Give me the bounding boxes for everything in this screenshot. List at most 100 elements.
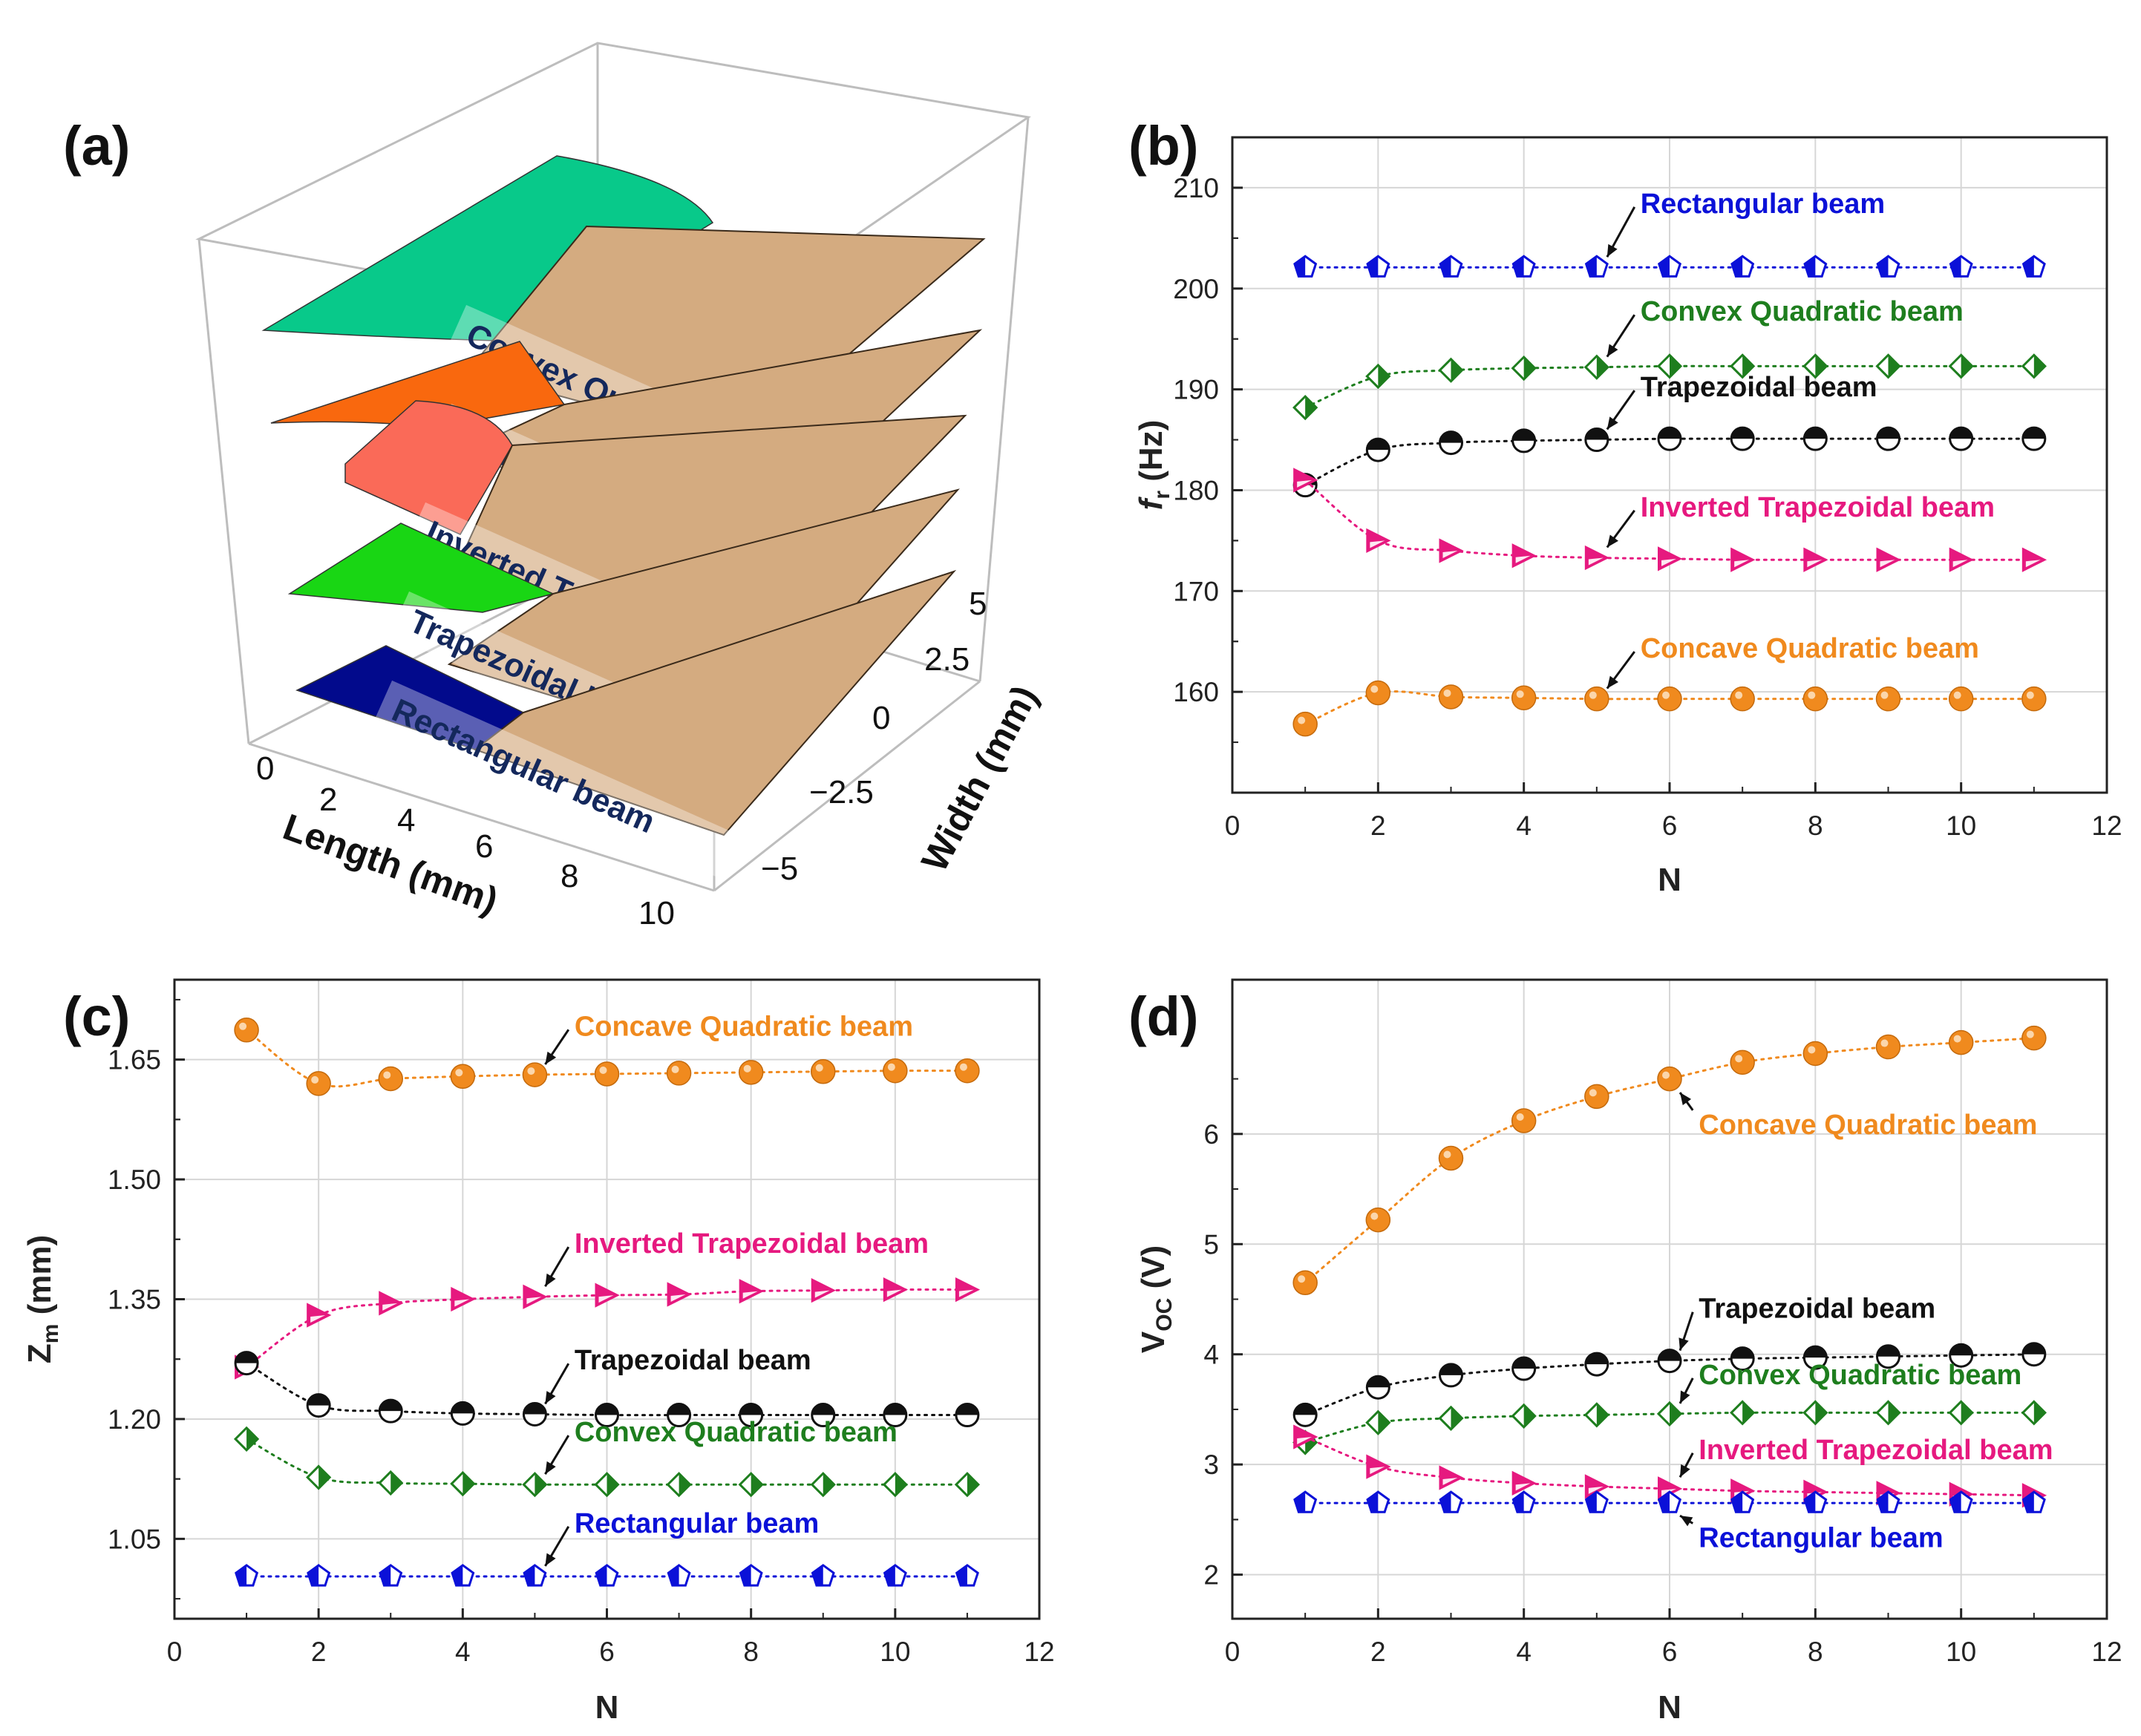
ytick-label-b-170: 170 — [1173, 576, 1219, 606]
point-c-convex-7 — [666, 1472, 692, 1498]
point-c-trapezoidal-10 — [883, 1403, 908, 1428]
point-c-concave-3 — [378, 1066, 403, 1092]
series-c-convex — [233, 1426, 981, 1498]
xtick-label-c-10: 10 — [880, 1637, 910, 1667]
length-axis-title: Length (mm) — [278, 806, 503, 922]
point-d-inverted-4 — [1511, 1470, 1537, 1496]
point-d-inverted-2 — [1366, 1454, 1391, 1479]
annotation-b-convex: Convex Quadratic beam — [1641, 296, 1964, 327]
xtick-label-b-0: 0 — [1225, 810, 1241, 841]
point-d-trapezoidal-5 — [1584, 1352, 1609, 1377]
length-tick-4: 4 — [397, 802, 415, 839]
series-group-d — [1292, 1025, 2047, 1513]
annotation-arrowhead-c-rectangular — [545, 1553, 556, 1566]
point-b-inverted-6 — [1658, 546, 1683, 571]
point-c-inverted-4 — [451, 1286, 476, 1312]
point-c-inverted-6 — [595, 1283, 620, 1308]
series-d-trapezoidal — [1292, 1342, 2047, 1427]
series-line-d-convex — [1304, 1411, 2036, 1444]
point-d-concave-9 — [1875, 1034, 1901, 1060]
point-d-rectangular-1 — [1293, 1490, 1318, 1513]
point-c-trapezoidal-2 — [306, 1393, 331, 1418]
annotation-arrowhead-d-inverted — [1680, 1464, 1690, 1478]
annotation-arrowhead-d-convex — [1680, 1390, 1690, 1403]
y-axis-title-c: Zm (mm) — [22, 1235, 63, 1363]
point-b-rectangular-11 — [2021, 255, 2046, 278]
point-d-convex-6 — [1656, 1401, 1683, 1427]
length-tick-10: 10 — [638, 895, 675, 931]
point-c-concave-8 — [738, 1060, 764, 1085]
point-c-concave-2 — [306, 1071, 331, 1096]
point-d-convex-9 — [1875, 1400, 1901, 1426]
point-d-inverted-1 — [1293, 1424, 1318, 1450]
ytick-label-c-1.2: 1.20 — [108, 1404, 161, 1435]
point-b-convex-1 — [1292, 394, 1318, 421]
point-b-inverted-9 — [1876, 547, 1901, 572]
point-b-concave-3 — [1438, 684, 1464, 710]
ytick-label-c-1.65: 1.65 — [108, 1045, 161, 1075]
point-c-concave-10 — [883, 1058, 908, 1084]
point-c-rectangular-2 — [307, 1564, 331, 1587]
point-c-trapezoidal-4 — [450, 1401, 475, 1426]
annotation-arrowhead-c-trapezoidal — [545, 1391, 556, 1404]
length-tick-8: 8 — [560, 858, 578, 894]
point-b-trapezoidal-3 — [1439, 430, 1463, 456]
point-c-convex-11 — [954, 1472, 981, 1498]
ytick-label-c-1.5: 1.50 — [108, 1165, 161, 1195]
point-c-convex-4 — [450, 1470, 476, 1497]
xtick-label-b-10: 10 — [1946, 810, 1976, 841]
point-b-concave-11 — [2021, 686, 2047, 712]
point-c-inverted-8 — [739, 1279, 764, 1304]
point-b-trapezoidal-10 — [1949, 426, 1974, 451]
panel-a-length-ticks: 0 2 4 6 8 10 — [256, 750, 675, 931]
xtick-label-d-0: 0 — [1225, 1637, 1241, 1667]
point-d-convex-11 — [2021, 1400, 2047, 1426]
ytick-label-d-2: 2 — [1203, 1560, 1219, 1591]
point-b-convex-10 — [1948, 353, 1974, 379]
ytick-label-b-200: 200 — [1173, 274, 1219, 304]
point-c-inverted-7 — [667, 1282, 692, 1307]
point-d-convex-7 — [1730, 1400, 1756, 1426]
annotation-arrowhead-c-concave — [545, 1051, 557, 1065]
annotation-arrowhead-d-rectangular — [1680, 1516, 1693, 1527]
annotation-d-rectangular: Rectangular beam — [1699, 1523, 1943, 1554]
x-axis-title-b: N — [1658, 862, 1681, 898]
point-b-concave-8 — [1802, 686, 1828, 712]
point-b-concave-6 — [1657, 686, 1682, 712]
point-d-convex-10 — [1948, 1400, 1974, 1426]
point-c-concave-11 — [955, 1058, 980, 1084]
xtick-label-b-4: 4 — [1516, 810, 1532, 841]
annotation-c-inverted: Inverted Trapezoidal beam — [575, 1228, 929, 1260]
length-tick-0: 0 — [256, 750, 274, 787]
point-c-trapezoidal-8 — [739, 1403, 764, 1428]
annotation-d-inverted: Inverted Trapezoidal beam — [1699, 1435, 2053, 1466]
point-b-inverted-1 — [1293, 468, 1318, 493]
series-c-rectangular — [235, 1564, 979, 1587]
point-d-rectangular-6 — [1657, 1490, 1682, 1513]
series-c-trapezoidal — [234, 1351, 980, 1428]
point-b-trapezoidal-5 — [1584, 428, 1609, 453]
xtick-label-c-12: 12 — [1024, 1637, 1054, 1667]
series-b-inverted — [1293, 468, 2047, 572]
annotations-d: Concave Quadratic beam Trapezoidal beam Co… — [1679, 1092, 2053, 1554]
xtick-label-b-6: 6 — [1662, 810, 1678, 841]
point-c-trapezoidal-11 — [955, 1403, 980, 1428]
point-d-trapezoidal-4 — [1511, 1356, 1537, 1381]
point-d-trapezoidal-8 — [1802, 1345, 1828, 1370]
point-b-trapezoidal-6 — [1657, 426, 1682, 451]
xtick-label-c-6: 6 — [599, 1637, 615, 1667]
annotations-b: Rectangular beam Convex Quadratic beam Tra… — [1606, 189, 1995, 690]
point-b-trapezoidal-2 — [1365, 437, 1390, 462]
point-d-concave-8 — [1802, 1041, 1828, 1067]
point-b-rectangular-4 — [1511, 255, 1536, 278]
point-b-trapezoidal-9 — [1876, 426, 1900, 451]
point-b-inverted-5 — [1584, 545, 1610, 571]
point-d-rectangular-9 — [1876, 1490, 1900, 1513]
width-tick-5: 5 — [969, 586, 987, 622]
point-c-rectangular-4 — [451, 1564, 475, 1587]
point-d-concave-3 — [1438, 1145, 1464, 1171]
point-c-trapezoidal-1 — [234, 1351, 259, 1376]
point-b-trapezoidal-11 — [2021, 426, 2047, 451]
point-b-convex-11 — [2021, 353, 2047, 379]
point-c-concave-6 — [594, 1061, 620, 1087]
